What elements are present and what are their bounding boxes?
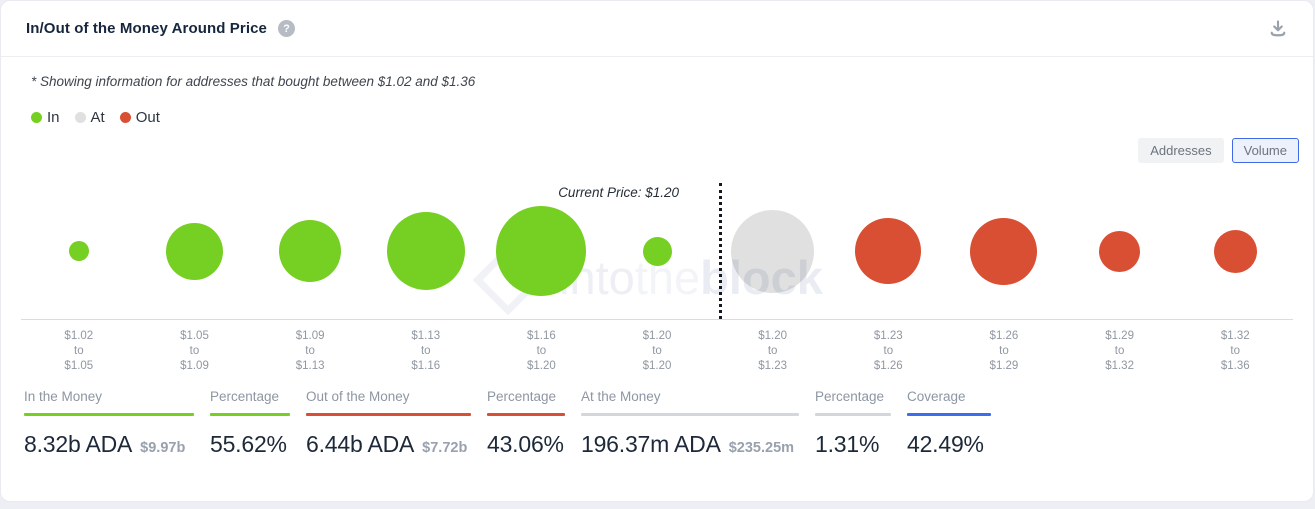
bubble-column-9	[1062, 183, 1178, 319]
bubble-out-$1.32-$1.36[interactable]	[1213, 229, 1257, 273]
x-axis-label-6: $1.20 to $1.23	[758, 330, 788, 372]
stat-underline	[815, 413, 891, 416]
stat-out-of-the-money-2: Out of the Money 6.44b ADA $7.72b	[306, 389, 471, 458]
stat-label: In the Money	[24, 389, 103, 404]
stat-underline	[487, 413, 565, 416]
bubble-column-1	[137, 183, 253, 319]
bubble-in-$1.16-$1.20[interactable]	[496, 206, 587, 296]
download-icon	[1268, 19, 1288, 42]
stat-label: Percentage	[487, 389, 557, 404]
bubble-column-4	[484, 183, 600, 319]
stat-value: 8.32b ADA	[24, 431, 133, 457]
stat-underline	[907, 413, 991, 416]
download-button[interactable]	[1268, 19, 1288, 39]
stat-in-the-money-0: In the Money 8.32b ADA $9.97b	[24, 389, 194, 458]
stat-value: 196.37m ADA	[581, 431, 721, 457]
bubble-column-5	[599, 183, 715, 319]
bubble-column-3	[368, 183, 484, 319]
bubble-in-$1.09-$1.13[interactable]	[279, 220, 342, 282]
x-axis-label-0: $1.02 to $1.05	[64, 330, 94, 372]
stat-at-the-money-4: At the Money 196.37m ADA $235.25m	[581, 389, 799, 458]
stat-label: Percentage	[210, 389, 280, 404]
bubble-in-$1.13-$1.16[interactable]	[386, 212, 465, 290]
bubble-column-7	[830, 183, 946, 319]
x-axis-label-8: $1.26 to $1.29	[989, 330, 1019, 372]
card-header: In/Out of the Money Around Price ?	[1, 1, 1313, 57]
bubble-out-$1.26-$1.29[interactable]	[970, 217, 1038, 285]
stat-sub-value: $7.72b	[422, 440, 468, 456]
legend-dot-at	[74, 112, 86, 123]
stat-percentage-1: Percentage 55.62%	[210, 389, 290, 458]
stat-label: At the Money	[581, 389, 661, 404]
bubble-at-$1.20-$1.23[interactable]	[731, 209, 815, 293]
legend-dot-in	[31, 112, 42, 123]
legend: In At Out	[31, 109, 1313, 126]
x-axis-label-10: $1.32 to $1.36	[1220, 330, 1250, 372]
stat-percentage-3: Percentage 43.06%	[487, 389, 565, 458]
stat-label: Out of the Money	[306, 389, 410, 404]
bubble-in-$1.02-$1.05[interactable]	[68, 241, 89, 261]
page-title: In/Out of the Money Around Price	[26, 20, 267, 37]
x-axis-label-7: $1.23 to $1.26	[873, 330, 903, 372]
stat-underline	[210, 413, 290, 416]
x-axis-label-9: $1.29 to $1.32	[1105, 330, 1134, 372]
bubble-column-0	[21, 183, 137, 319]
stat-sub-value: $9.97b	[140, 440, 186, 456]
stat-sub-value: $235.25m	[728, 440, 795, 456]
legend-dot-out	[119, 112, 131, 123]
stat-value: 1.31%	[815, 431, 880, 457]
stat-percentage-5: Percentage 1.31%	[815, 389, 891, 458]
stat-underline	[24, 413, 194, 416]
stat-label: Percentage	[815, 389, 885, 404]
x-axis-label-2: $1.09 to $1.13	[295, 330, 325, 372]
legend-item-in[interactable]: In	[31, 109, 60, 126]
stat-underline	[581, 413, 799, 416]
stat-value: 6.44b ADA	[306, 431, 415, 457]
bubble-column-2	[252, 183, 368, 319]
current-price-divider-line	[719, 183, 722, 319]
bubble-columns	[21, 183, 1293, 320]
bubble-column-10	[1177, 183, 1293, 319]
bubble-out-$1.29-$1.32[interactable]	[1099, 230, 1141, 272]
stat-underline	[306, 413, 471, 416]
view-toggle: Addresses Volume	[1, 138, 1313, 163]
legend-label: In	[47, 109, 60, 126]
bubble-in-$1.05-$1.09[interactable]	[165, 222, 223, 280]
stat-coverage-6: Coverage 42.49%	[907, 389, 991, 458]
help-icon[interactable]: ?	[277, 20, 295, 37]
bubble-out-$1.23-$1.26[interactable]	[855, 218, 922, 284]
bubble-in-$1.20-$1.20[interactable]	[642, 236, 672, 266]
stat-value: 43.06%	[487, 431, 564, 457]
legend-label: At	[90, 109, 105, 126]
x-axis-label-5: $1.20 to $1.20	[642, 330, 672, 372]
stat-value: 42.49%	[907, 431, 984, 457]
x-axis-label-1: $1.05 to $1.09	[180, 330, 209, 372]
current-price-label: Current Price: $1.20	[558, 185, 679, 200]
bubble-chart: intotheblock Current Price: $1.20 $1.02 t…	[1, 183, 1313, 374]
legend-label: Out	[135, 109, 160, 126]
addresses-toggle-button[interactable]: Addresses	[1138, 138, 1224, 163]
stat-label: Coverage	[907, 389, 966, 404]
x-axis-label-3: $1.13 to $1.16	[411, 330, 441, 372]
legend-item-out[interactable]: Out	[119, 109, 160, 126]
bubble-column-6	[715, 183, 831, 319]
volume-toggle-button[interactable]: Volume	[1231, 138, 1299, 163]
stat-value: 55.62%	[210, 431, 287, 457]
bubble-column-8	[946, 183, 1062, 319]
note-text: * Showing information for addresses that…	[31, 74, 476, 89]
stats-row: In the Money 8.32b ADA $9.97b Percentage 55.…	[24, 389, 1313, 458]
axis-labels: $1.02 to $1.05 $1.05 to $1.09 $1.09 to $1.13 $1.1…	[21, 320, 1293, 374]
legend-item-at[interactable]: At	[74, 109, 105, 126]
x-axis-label-4: $1.16 to $1.20	[526, 330, 556, 372]
